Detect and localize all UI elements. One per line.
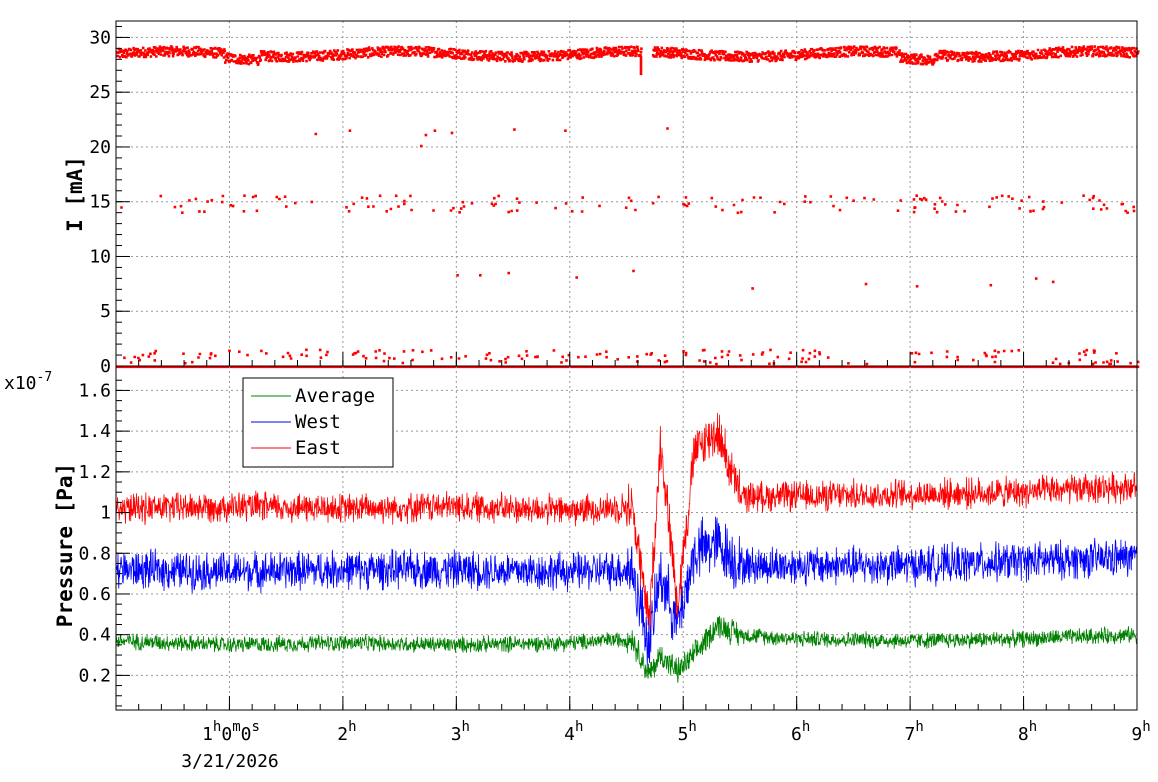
current-axis-title: I [mA] <box>63 156 87 232</box>
legend-label-west: West <box>295 411 341 433</box>
x-tick-label: 3h <box>451 719 470 745</box>
y-tick-label: 0.2 <box>78 665 111 686</box>
current-points <box>116 45 1140 369</box>
y-tick-label: 15 <box>89 192 111 213</box>
current-data-points <box>116 45 1140 369</box>
x-tick-label: 8h <box>1018 719 1037 745</box>
legend-label-average: Average <box>295 385 375 407</box>
y-tick-label: 1.6 <box>78 380 111 401</box>
x-tick-label: 9h <box>1131 719 1150 745</box>
current-grid <box>116 21 1138 367</box>
pressure-ticks: 0.2 0.4 0.6 0.8 1 1.2 1.4 1.6 <box>78 379 1138 710</box>
pressure-axis-title: Pressure [Pa] <box>53 463 77 627</box>
y-tick-label: 5 <box>100 301 111 322</box>
x-axis-date: 3/21/2026 <box>181 751 279 772</box>
pressure-lines <box>115 412 1138 683</box>
pressure-frame <box>115 365 1138 711</box>
x-tick-label-1h: 1h0m0s <box>202 719 260 745</box>
y-tick-label: 1 <box>100 503 111 524</box>
y-tick-label: 0.6 <box>78 584 111 605</box>
y-tick-label: 0.4 <box>78 625 111 646</box>
x-tick-label: 2h <box>337 719 356 745</box>
x-tick-label: 4h <box>564 719 583 745</box>
y-tick-label: 0.8 <box>78 543 111 564</box>
legend-label-east: East <box>295 437 341 459</box>
time-axis-labels: 1h0m0s 3/21/2026 2h 3h 4h 5h 6h 7h 8h 9h <box>181 719 1150 772</box>
x-tick-label: 5h <box>678 719 697 745</box>
y-tick-label: 10 <box>89 246 111 267</box>
y-tick-label: 20 <box>89 137 111 158</box>
y-tick-label: 1.4 <box>78 421 111 442</box>
pressure-series-east <box>115 412 1138 630</box>
pressure-panel: 0.2 0.4 0.6 0.8 1 1.2 1.4 1.6 Pressure [Pa] x10… <box>4 365 1138 711</box>
x-tick-label: 6h <box>791 719 810 745</box>
y-tick-label: 0 <box>100 356 111 377</box>
pressure-series-west <box>115 516 1138 666</box>
current-panel: 0 5 10 15 20 25 30 I [mA] <box>63 20 1140 377</box>
pressure-series-average <box>115 615 1138 683</box>
legend: Average West East <box>242 377 394 468</box>
pressure-exponent: x10-7 <box>4 370 52 394</box>
current-ticks: 0 5 10 15 20 25 30 <box>89 25 1138 377</box>
current-frame <box>115 20 1138 367</box>
y-tick-label: 25 <box>89 82 111 103</box>
x-tick-label: 7h <box>904 719 923 745</box>
y-tick-label: 30 <box>89 27 111 48</box>
y-tick-label: 1.2 <box>78 462 111 483</box>
